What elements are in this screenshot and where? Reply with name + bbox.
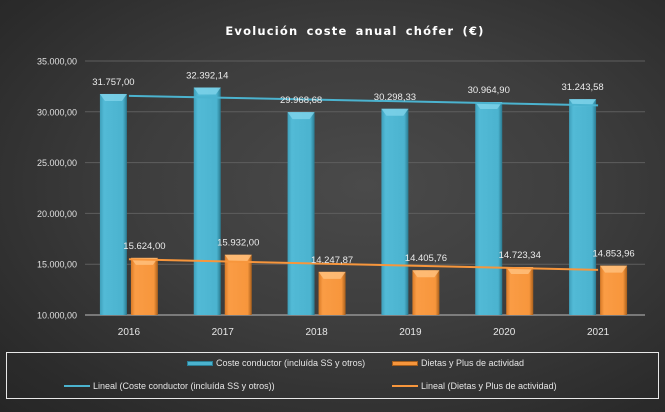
bar-dietas (130, 257, 158, 315)
bar-dietas (224, 254, 252, 315)
y-tick-label: 30.000,00 (37, 107, 77, 117)
bar-bevel (99, 93, 127, 101)
bar-bevel (287, 112, 315, 120)
x-tick-label: 2016 (118, 327, 141, 338)
x-tick-label: 2020 (493, 327, 516, 338)
data-label: 14.853,96 (592, 249, 634, 260)
bar-bevel (600, 265, 628, 273)
x-axis-ticks: 2016 2017 2018 2019 2020 2021 (118, 327, 610, 338)
y-tick-label: 35.000,00 (37, 57, 77, 67)
x-tick-label: 2021 (587, 327, 610, 338)
y-tick-label: 10.000,00 (37, 311, 77, 321)
bar-bevel (224, 254, 252, 262)
legend-swatch-line-blue (64, 385, 90, 387)
bar-coste-conductor (475, 101, 503, 315)
bar-dietas (506, 267, 534, 315)
gridlines (85, 60, 645, 316)
legend-swatch-line-orange (392, 385, 418, 387)
legend-label: Dietas y Plus de actividad (421, 358, 525, 368)
y-tick-label: 15.000,00 (37, 260, 77, 270)
legend-label: Lineal (Dietas y Plus de actividad) (421, 381, 557, 391)
data-label: 31.757,00 (92, 77, 134, 88)
data-label: 15.624,00 (123, 241, 165, 252)
trendline-dietas (128, 258, 599, 271)
bar-bevel (381, 108, 409, 116)
trendline-coste-conductor (128, 94, 599, 107)
y-tick-label: 25.000,00 (37, 158, 77, 168)
legend-item-dietas: Dietas y Plus de actividad (392, 358, 524, 368)
data-label: 14.723,34 (499, 250, 541, 261)
legend: Coste conductor (incluída SS y otros) Di… (6, 352, 659, 399)
y-axis-ticks: 10.000,00 15.000,00 20.000,00 25.000,00 30.0… (37, 57, 77, 321)
bar-bevel (412, 270, 440, 278)
bar-bevel (193, 87, 221, 95)
y-tick-label: 20.000,00 (37, 209, 77, 219)
bar-dietas (318, 271, 346, 315)
bar-coste-conductor (381, 108, 409, 315)
legend-swatch-bar-orange (392, 360, 418, 366)
data-label: 30.964,90 (468, 85, 510, 96)
data-label: 29.968,68 (280, 95, 322, 106)
x-tick-label: 2019 (399, 327, 422, 338)
trendlines (128, 94, 599, 271)
data-label: 32.392,14 (186, 70, 228, 81)
data-label: 30.298,33 (374, 92, 416, 103)
bar-coste-conductor (569, 99, 597, 316)
bar-coste-conductor (99, 93, 127, 315)
legend-label: Coste conductor (incluída SS y otros) (216, 358, 366, 368)
bar-coste-conductor (193, 87, 221, 316)
data-label: 14.405,76 (405, 253, 447, 264)
data-labels: 31.757,00 32.392,14 29.968,68 30.298,33 30.9… (92, 70, 634, 265)
data-label: 31.243,58 (561, 82, 603, 93)
legend-item-coste-conductor: Coste conductor (incluída SS y otros) (187, 358, 365, 368)
legend-swatch-bar-blue (187, 360, 213, 366)
bar-bevel (318, 271, 346, 279)
legend-item-lineal-coste: Lineal (Coste conductor (incluída SS y o… (64, 381, 275, 391)
legend-item-lineal-dietas: Lineal (Dietas y Plus de actividad) (392, 381, 557, 391)
bar-coste-conductor (287, 112, 315, 315)
bars (99, 87, 628, 316)
x-tick-label: 2017 (212, 327, 235, 338)
bar-dietas (412, 270, 440, 315)
data-label: 14.247,87 (311, 255, 353, 266)
bar-dietas (600, 265, 628, 315)
chart-title: Evolución coste anual chófer (€) (225, 24, 485, 38)
data-label: 15.932,00 (217, 238, 259, 249)
x-tick-label: 2018 (305, 327, 328, 338)
legend-label: Lineal (Coste conductor (incluída SS y o… (93, 381, 275, 391)
